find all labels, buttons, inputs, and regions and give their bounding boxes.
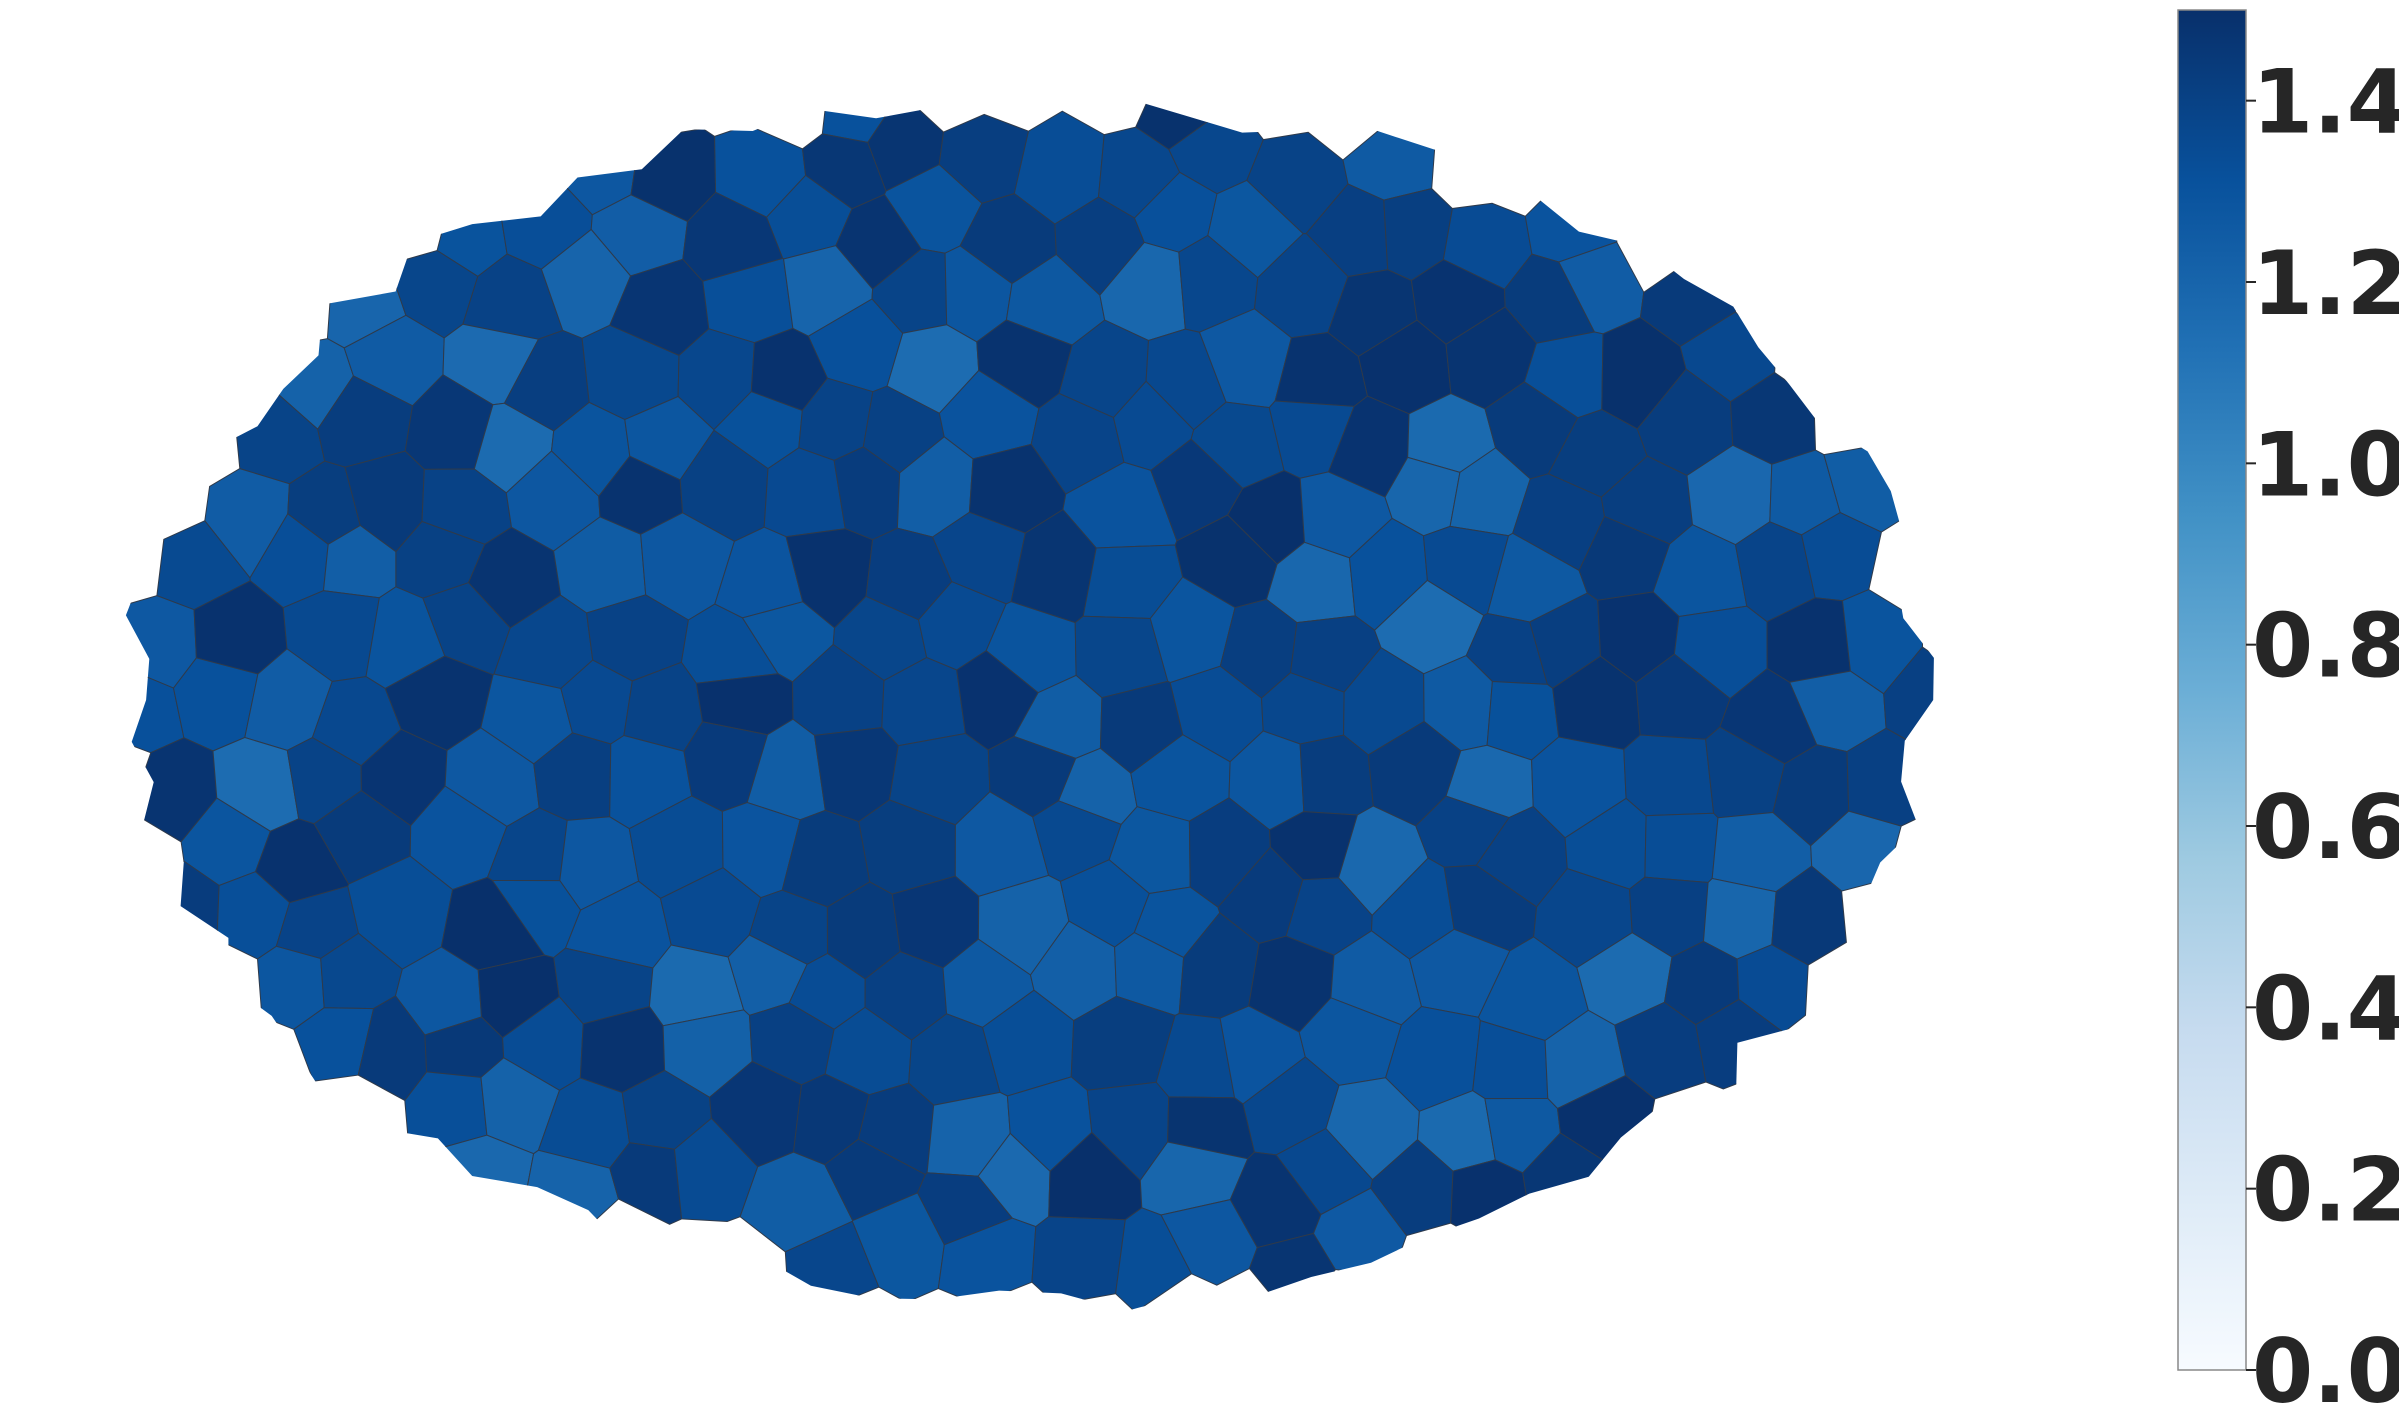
colorbar-tick-label: 0.8 [2252,595,2399,698]
tissue-cell [609,1142,683,1225]
tissue-cell [1031,1216,1126,1305]
colorbar-tick-label: 0.0 [2252,1320,2399,1423]
colorbar-tick-label: 0.2 [2252,1139,2399,1242]
colorbar-tick-label: 0.4 [2252,957,2399,1060]
colorbar-ticks: 0.0 0.2 0.4 0.6 0.8 1.0 1.2 1.4 [2246,51,2399,1423]
tissue-cells [125,93,1934,1312]
tissue-cell [1623,734,1715,817]
colorbar-gradient [2177,9,2247,1371]
colorbar-tick-label: 1.2 [2252,232,2399,335]
colorbar: 0.0 0.2 0.4 0.6 0.8 1.0 1.2 1.4 [2177,9,2399,1423]
tissue-cell [429,1134,535,1229]
colorbar-tick-label: 0.6 [2252,776,2399,879]
tissue-cell [1450,1159,1531,1247]
colorbar-tick-label: 1.4 [2252,51,2399,154]
colorbar-tick-label: 1.0 [2252,413,2399,516]
tissue-cell [1644,812,1719,884]
